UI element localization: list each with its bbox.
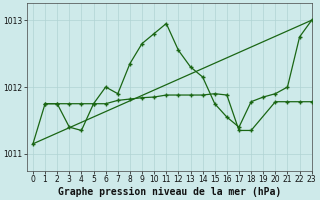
X-axis label: Graphe pression niveau de la mer (hPa): Graphe pression niveau de la mer (hPa)	[58, 186, 281, 197]
